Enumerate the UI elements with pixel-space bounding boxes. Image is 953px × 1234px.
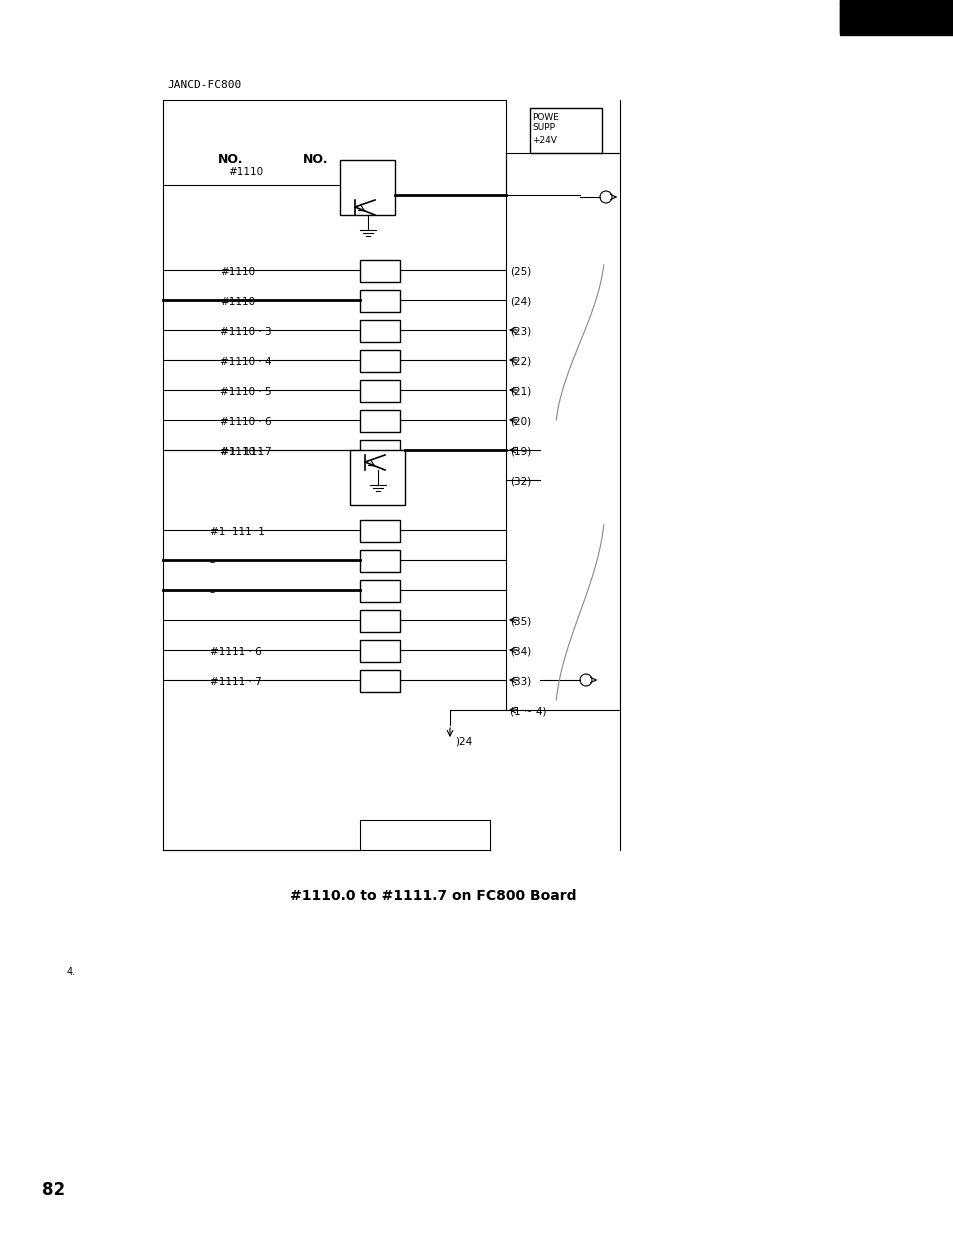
Text: )24: )24 xyxy=(455,737,472,747)
Bar xyxy=(350,450,405,505)
Bar xyxy=(359,380,399,402)
Bar xyxy=(359,290,399,312)
Text: (20): (20) xyxy=(510,417,531,427)
Text: –: – xyxy=(210,557,215,566)
Text: 82: 82 xyxy=(42,1181,65,1199)
Text: #1  111: #1 111 xyxy=(220,447,264,457)
Text: (25): (25) xyxy=(510,267,531,276)
Bar xyxy=(359,410,399,432)
Bar xyxy=(359,320,399,342)
Text: (23): (23) xyxy=(510,327,531,337)
Bar xyxy=(359,610,399,632)
Text: #1110 · 3: #1110 · 3 xyxy=(220,327,272,337)
Text: (34): (34) xyxy=(510,647,531,656)
Bar xyxy=(359,350,399,371)
Text: –: – xyxy=(210,587,215,597)
Bar xyxy=(359,260,399,283)
Text: (22): (22) xyxy=(510,357,531,366)
Text: (35): (35) xyxy=(510,617,531,627)
Text: (1 ~ 4): (1 ~ 4) xyxy=(510,707,546,717)
Text: 4.: 4. xyxy=(67,967,76,977)
Bar xyxy=(359,550,399,573)
Bar xyxy=(359,520,399,542)
Bar xyxy=(530,109,601,153)
Text: #1110 · 4: #1110 · 4 xyxy=(220,357,272,366)
Text: #1110 · 7: #1110 · 7 xyxy=(220,447,272,457)
Text: +24V: +24V xyxy=(532,136,557,146)
Text: #1110 · 6: #1110 · 6 xyxy=(220,417,272,427)
Text: #1111 · 6: #1111 · 6 xyxy=(210,647,261,656)
Text: NO.: NO. xyxy=(218,153,243,167)
Text: JANCD-FC800: JANCD-FC800 xyxy=(167,80,241,90)
Text: #1  111  1: #1 111 1 xyxy=(210,527,265,537)
Text: #1110.0 to #1111.7 on FC800 Board: #1110.0 to #1111.7 on FC800 Board xyxy=(290,888,576,903)
Text: (33): (33) xyxy=(510,677,531,687)
Text: SUPP: SUPP xyxy=(532,123,555,132)
Bar xyxy=(359,441,399,462)
Text: POWE: POWE xyxy=(532,114,558,122)
Bar xyxy=(339,160,395,215)
Bar xyxy=(359,670,399,692)
Bar xyxy=(359,640,399,661)
Bar xyxy=(359,580,399,602)
Text: #1111 · 7: #1111 · 7 xyxy=(210,677,261,687)
Text: NO.: NO. xyxy=(303,153,328,167)
Text: #1110 · 5: #1110 · 5 xyxy=(220,387,272,397)
Text: #1110: #1110 xyxy=(228,167,263,176)
Text: (24): (24) xyxy=(510,297,531,307)
Text: (21): (21) xyxy=(510,387,531,397)
Text: #1110: #1110 xyxy=(220,267,254,276)
Text: (19): (19) xyxy=(510,447,531,457)
Text: #1110: #1110 xyxy=(220,297,254,307)
Text: (32): (32) xyxy=(510,478,531,487)
